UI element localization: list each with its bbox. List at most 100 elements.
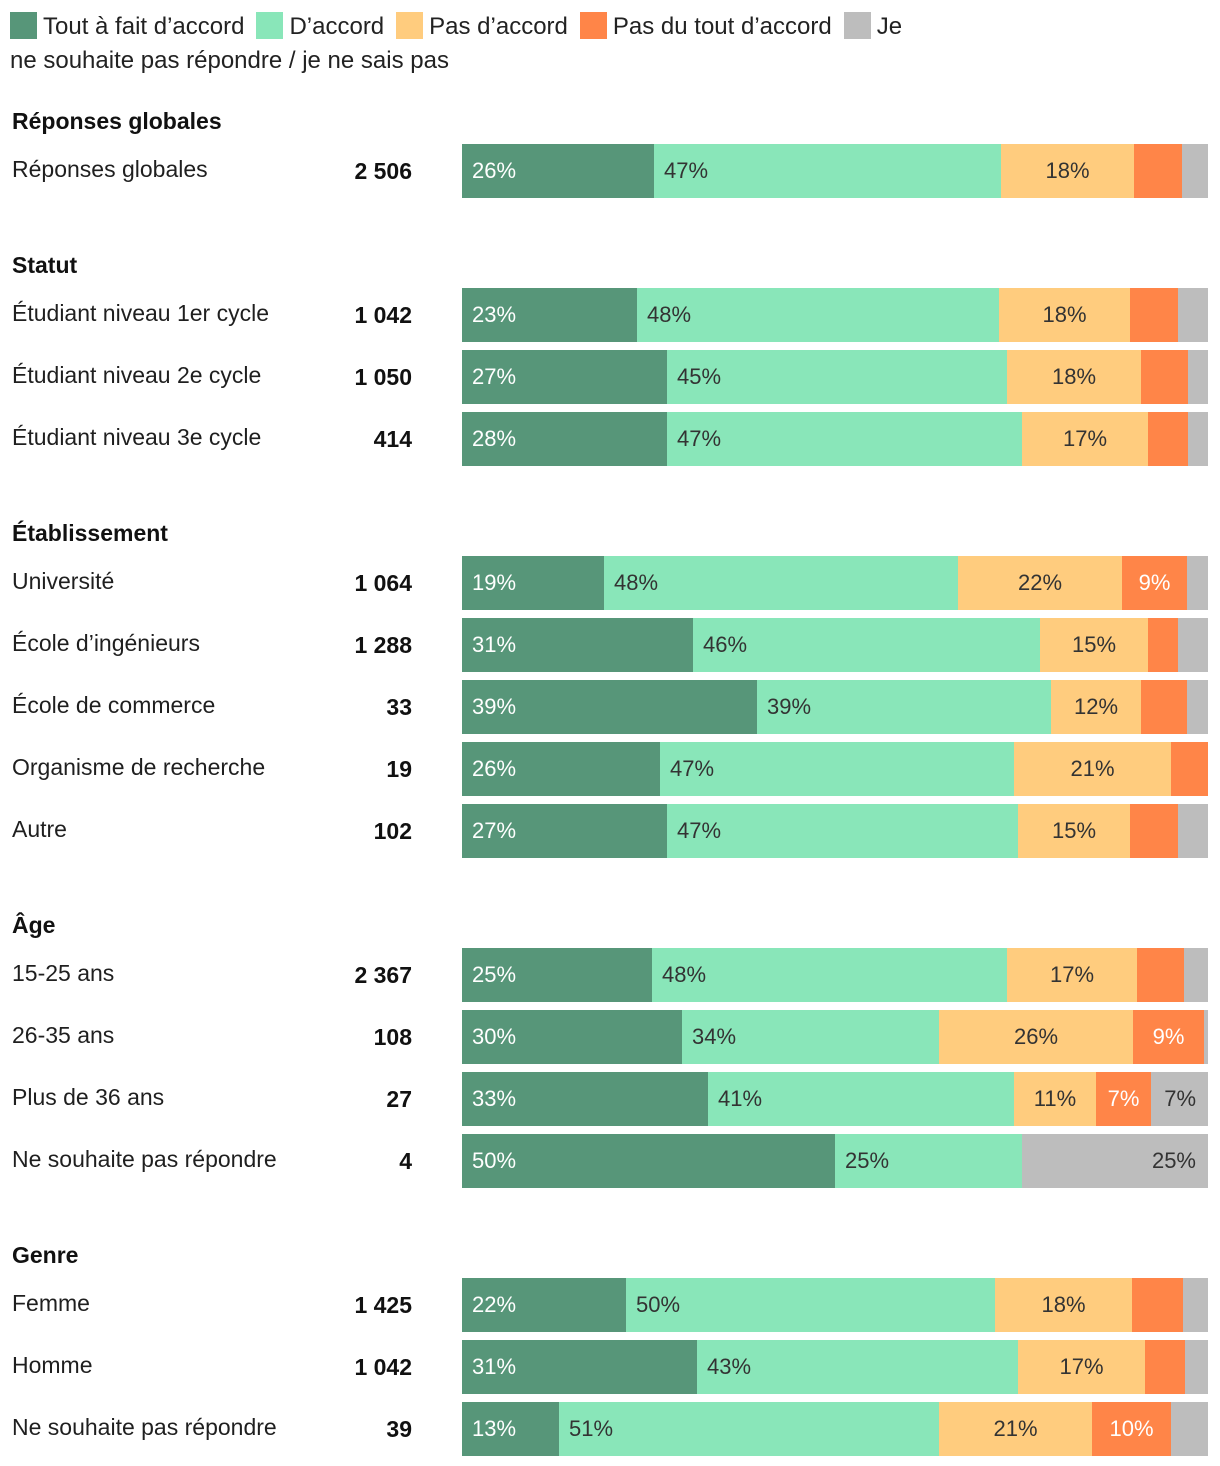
bar-segment-label: 39%	[472, 694, 517, 719]
row-label: Étudiant niveau 2e cycle	[12, 362, 262, 388]
bar-segment-label: 19%	[472, 570, 517, 595]
bar-segment: 17%	[1018, 1340, 1145, 1394]
bar-segment: 47%	[667, 804, 1018, 858]
bar-segment-label: 34%	[692, 1024, 737, 1049]
row-count: 414	[373, 426, 412, 452]
bar-segment-label: 13%	[472, 1416, 517, 1441]
bar-segment	[1178, 618, 1208, 672]
row-label: Homme	[12, 1352, 93, 1378]
bar-segment: 22%	[462, 1278, 626, 1332]
legend-swatch	[256, 12, 284, 39]
bar-segment: 46%	[693, 618, 1040, 672]
bar-segment: 47%	[667, 412, 1022, 466]
bar-segment-label: 27%	[472, 364, 517, 389]
bar-segment-label: 9%	[1138, 570, 1171, 595]
stacked-bar: 23% 48% 18%	[462, 288, 1208, 342]
bar-segment	[1145, 1340, 1185, 1394]
bar-segment: 45%	[667, 350, 1007, 404]
bar-segment-label: 7%	[1164, 1086, 1196, 1111]
bar-segment	[1148, 618, 1178, 672]
row-count: 2 367	[354, 962, 412, 988]
bar-segment: 9%	[1122, 556, 1187, 610]
bar-segment	[1182, 144, 1208, 198]
bar-segment: 47%	[660, 742, 1014, 796]
stacked-bar: 27% 47% 15%	[462, 804, 1208, 858]
bar-segment-label: 17%	[1059, 1354, 1104, 1379]
stacked-bar: 19% 48% 22% 9%	[462, 556, 1208, 610]
row-count: 33	[386, 694, 412, 720]
bar-segment-label: 48%	[614, 570, 659, 595]
row-count: 1 050	[354, 364, 412, 390]
row-count: 1 042	[354, 302, 412, 328]
row-count: 102	[373, 818, 412, 844]
bar-segment	[1204, 1010, 1208, 1064]
bar-segment: 25%	[462, 948, 652, 1002]
bar-segment: 27%	[462, 350, 667, 404]
bar-segment-label: 39%	[767, 694, 812, 719]
bar-segment: 48%	[652, 948, 1007, 1002]
stacked-bar: 33% 41% 11% 7% 7%	[462, 1072, 1208, 1126]
bar-segment-label: 26%	[472, 756, 517, 781]
row-label: Étudiant niveau 3e cycle	[12, 424, 262, 450]
bar-segment-label: 21%	[993, 1416, 1038, 1441]
legend-swatch	[843, 12, 871, 39]
row-label: 15-25 ans	[12, 960, 115, 986]
row-label: Organisme de recherche	[12, 754, 266, 780]
row-label: Étudiant niveau 1er cycle	[12, 300, 269, 326]
bar-segment-label: 18%	[1041, 1292, 1086, 1317]
bar-segment	[1187, 680, 1208, 734]
row-count: 1 042	[354, 1354, 412, 1380]
bar-segment: 26%	[939, 1010, 1133, 1064]
bar-segment: 23%	[462, 288, 637, 342]
bar-segment	[1130, 288, 1178, 342]
bar-segment-label: 17%	[1049, 962, 1095, 987]
legend-item: Tout à fait d’accord	[10, 12, 245, 40]
section-title: Statut	[12, 252, 78, 278]
bar-segment	[1178, 804, 1208, 858]
bar-segment: 9%	[1133, 1010, 1204, 1064]
legend-label: Pas du tout d’accord	[612, 13, 832, 40]
bar-segment: 34%	[682, 1010, 939, 1064]
bar-segment-label: 48%	[662, 962, 707, 987]
legend-label: Je	[876, 13, 903, 40]
bar-segment: 7%	[1096, 1072, 1151, 1126]
bar-segment	[1141, 350, 1188, 404]
bar-segment: 41%	[708, 1072, 1014, 1126]
bar-segment: 50%	[626, 1278, 995, 1332]
bar-segment	[1188, 412, 1208, 466]
legend-label: D’accord	[289, 13, 385, 40]
bar-segment-label: 51%	[569, 1416, 614, 1441]
row-count: 1 064	[354, 570, 412, 596]
bar-segment: 21%	[939, 1402, 1092, 1456]
bar-segment: 26%	[462, 742, 660, 796]
bar-segment: 48%	[604, 556, 958, 610]
stacked-bar: 26% 47% 21%	[462, 742, 1208, 796]
row-label: Plus de 36 ans	[12, 1084, 165, 1110]
bar-segment: 26%	[462, 144, 654, 198]
legend-label: Pas d’accord	[429, 13, 568, 40]
bar-segment	[1188, 350, 1208, 404]
bar-segment-label: 27%	[472, 818, 517, 843]
bar-segment: 47%	[654, 144, 1001, 198]
bar-segment-label: 9%	[1152, 1024, 1185, 1049]
bar-segment	[1171, 742, 1208, 796]
bar-segment	[1141, 680, 1187, 734]
legend-item: D’accord	[256, 12, 385, 40]
bar-segment: 18%	[1001, 144, 1134, 198]
bar-segment: 25%	[1022, 1134, 1208, 1188]
row-count: 1 425	[354, 1292, 412, 1318]
legend-label: Tout à fait d’accord	[43, 13, 245, 40]
bar-segment	[1132, 1278, 1183, 1332]
row-count: 39	[386, 1416, 412, 1442]
bar-segment: 15%	[1018, 804, 1130, 858]
legend-item: Pas du tout d’accord	[579, 12, 832, 40]
legend-item: Je	[843, 12, 903, 40]
row-count: 19	[386, 756, 412, 782]
bar-segment-label: 11%	[1033, 1086, 1077, 1111]
legend-swatch	[396, 12, 424, 39]
stacked-bar: 31% 46% 15%	[462, 618, 1208, 672]
stacked-bar: 27% 45% 18%	[462, 350, 1208, 404]
stacked-bar: 28% 47% 17%	[462, 412, 1208, 466]
bar-segment-label: 47%	[677, 426, 722, 451]
